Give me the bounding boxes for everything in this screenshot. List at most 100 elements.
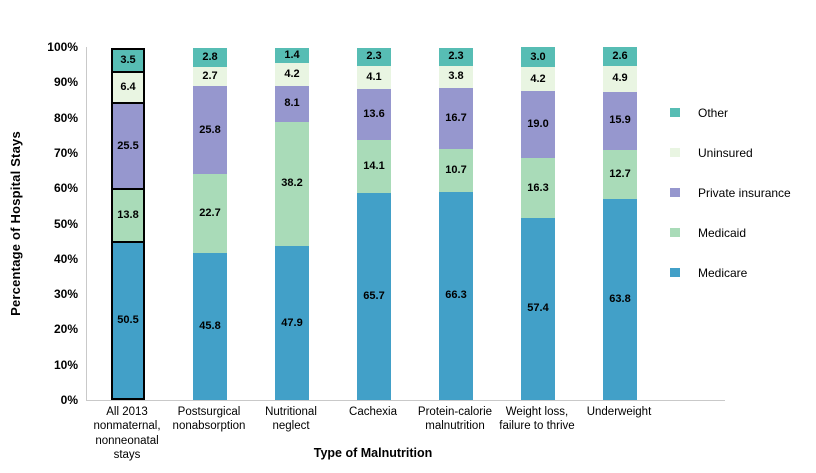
bar-value-label: 22.7 bbox=[199, 206, 221, 219]
bar-value-label: 6.4 bbox=[120, 81, 136, 94]
bars-row: 50.5 13.8 25.5 6.4 3.5 45.8 22.7 25.8 2.7 2.8 47.9… bbox=[87, 47, 661, 400]
legend-swatch bbox=[670, 188, 680, 197]
y-tick-label: 100% bbox=[47, 40, 78, 54]
legend-label: Medicaid bbox=[698, 225, 747, 240]
bar-value-label: 25.5 bbox=[117, 139, 139, 152]
x-category-label: Weight loss, failure to thrive bbox=[499, 406, 575, 433]
bar-value-label: 2.3 bbox=[448, 50, 464, 63]
bar-stack: 66.3 10.7 16.7 3.8 2.3 bbox=[439, 47, 473, 400]
legend-swatch bbox=[670, 228, 680, 237]
bar-value-label: 4.9 bbox=[612, 72, 628, 85]
bar-segment: 1.4 bbox=[275, 47, 309, 63]
bar-value-label: 47.9 bbox=[281, 316, 303, 329]
bar-segment: 22.7 bbox=[193, 173, 227, 253]
bar-segment: 25.8 bbox=[193, 86, 227, 174]
bar-value-label: 3.0 bbox=[530, 50, 546, 63]
bar-stack: 65.7 14.1 13.6 4.1 2.3 bbox=[357, 47, 391, 400]
y-axis-title: Percentage of Hospital Stays bbox=[0, 47, 30, 400]
bar-value-label: 13.8 bbox=[117, 208, 139, 221]
bar-segment: 25.5 bbox=[113, 104, 143, 191]
bar-segment: 12.7 bbox=[603, 150, 637, 199]
bar-stack: 57.4 16.3 19.0 4.2 3.0 bbox=[521, 47, 555, 400]
bar-slot: 57.4 16.3 19.0 4.2 3.0 bbox=[497, 47, 579, 400]
bar-segment: 3.5 bbox=[113, 50, 143, 74]
y-tick-label: 50% bbox=[53, 216, 78, 231]
bar-segment: 13.8 bbox=[113, 190, 143, 243]
y-tick-label: 20% bbox=[53, 322, 78, 337]
bar-value-label: 2.6 bbox=[612, 50, 628, 63]
bar-value-label: 38.2 bbox=[281, 177, 303, 190]
bar-value-label: 8.1 bbox=[284, 97, 300, 110]
bar-slot: 66.3 10.7 16.7 3.8 2.3 bbox=[415, 47, 497, 400]
bar-segment: 14.1 bbox=[357, 140, 391, 194]
bar-segment: 4.2 bbox=[275, 62, 309, 87]
bar-value-label: 66.3 bbox=[445, 289, 467, 302]
bar-segment: 15.9 bbox=[603, 91, 637, 151]
x-category-label: Postsurgical nonabsorption bbox=[172, 406, 246, 433]
y-tick-label: 70% bbox=[53, 145, 78, 160]
bar-value-label: 2.7 bbox=[202, 70, 218, 83]
bar-slot: 50.5 13.8 25.5 6.4 3.5 bbox=[87, 47, 169, 400]
y-tick-label: 90% bbox=[53, 75, 78, 90]
bar-segment: 45.8 bbox=[193, 252, 227, 400]
bar-value-label: 45.8 bbox=[199, 319, 221, 332]
bar-value-label: 16.3 bbox=[527, 181, 549, 194]
bar-value-label: 13.6 bbox=[363, 108, 385, 121]
legend: Other Uninsured Private insurance Medicaid M… bbox=[670, 105, 791, 308]
x-axis-title: Type of Malnutrition bbox=[313, 446, 433, 460]
bar-value-label: 63.8 bbox=[609, 292, 631, 305]
bar-segment: 50.5 bbox=[113, 242, 143, 398]
bar-slot: 65.7 14.1 13.6 4.1 2.3 bbox=[333, 47, 415, 400]
bar-value-label: 10.7 bbox=[445, 163, 467, 176]
bar-slot: 63.8 12.7 15.9 4.9 2.6 bbox=[579, 47, 661, 400]
bar-value-label: 3.5 bbox=[120, 54, 136, 67]
legend-item: Medicaid bbox=[670, 225, 791, 240]
legend-label: Uninsured bbox=[698, 145, 753, 160]
bar-segment: 13.6 bbox=[357, 88, 391, 141]
bar-value-label: 19.0 bbox=[527, 118, 549, 131]
legend-item: Other bbox=[670, 105, 791, 120]
bar-segment: 6.4 bbox=[113, 73, 143, 105]
legend-item: Uninsured bbox=[670, 145, 791, 160]
bar-segment: 16.7 bbox=[439, 87, 473, 149]
bar-segment: 2.6 bbox=[603, 47, 637, 67]
bar-value-label: 2.3 bbox=[366, 50, 382, 63]
x-category-label: Underweight bbox=[586, 406, 652, 418]
bar-value-label: 2.8 bbox=[202, 50, 218, 63]
bar-stack: 47.9 38.2 8.1 4.2 1.4 bbox=[275, 47, 309, 400]
y-axis-title-text: Percentage of Hospital Stays bbox=[7, 131, 23, 316]
bar-segment: 38.2 bbox=[275, 121, 309, 247]
bar-value-label: 16.7 bbox=[445, 111, 467, 124]
bar-segment: 65.7 bbox=[357, 193, 391, 400]
bar-segment: 2.3 bbox=[439, 47, 473, 66]
bar-value-label: 50.5 bbox=[117, 313, 139, 326]
bar-value-label: 25.8 bbox=[199, 123, 221, 136]
bar-segment: 2.7 bbox=[193, 67, 227, 87]
bar-value-label: 1.4 bbox=[284, 48, 300, 61]
bar-segment: 4.1 bbox=[357, 65, 391, 89]
bar-segment: 2.3 bbox=[357, 47, 391, 66]
y-tick-label: 60% bbox=[53, 181, 78, 196]
legend-item: Medicare bbox=[670, 265, 791, 280]
bar-value-label: 14.1 bbox=[363, 160, 385, 173]
x-category-label: Nutritional neglect bbox=[265, 406, 317, 433]
legend-label: Other bbox=[698, 105, 729, 120]
legend-swatch bbox=[670, 108, 680, 117]
x-category-label: Protein-calorie malnutrition bbox=[417, 406, 493, 433]
bar-segment: 47.9 bbox=[275, 246, 309, 400]
bar-value-label: 15.9 bbox=[609, 114, 631, 127]
bar-stack: 45.8 22.7 25.8 2.7 2.8 bbox=[193, 47, 227, 400]
bar-value-label: 65.7 bbox=[363, 290, 385, 303]
bar-segment: 3.0 bbox=[521, 47, 555, 68]
bar-segment: 2.8 bbox=[193, 47, 227, 68]
bar-segment: 66.3 bbox=[439, 191, 473, 400]
bar-segment: 57.4 bbox=[521, 217, 555, 400]
bar-value-label: 4.2 bbox=[530, 72, 546, 85]
y-tick-label: 40% bbox=[53, 251, 78, 266]
legend-swatch bbox=[670, 268, 680, 277]
y-tick-label: 0% bbox=[60, 393, 78, 407]
bar-value-label: 4.2 bbox=[284, 68, 300, 81]
legend-label: Medicare bbox=[698, 265, 748, 280]
x-category-label: All 2013 nonmaternal, nonneonatal stays bbox=[93, 406, 161, 462]
y-tick-label: 10% bbox=[53, 357, 78, 372]
